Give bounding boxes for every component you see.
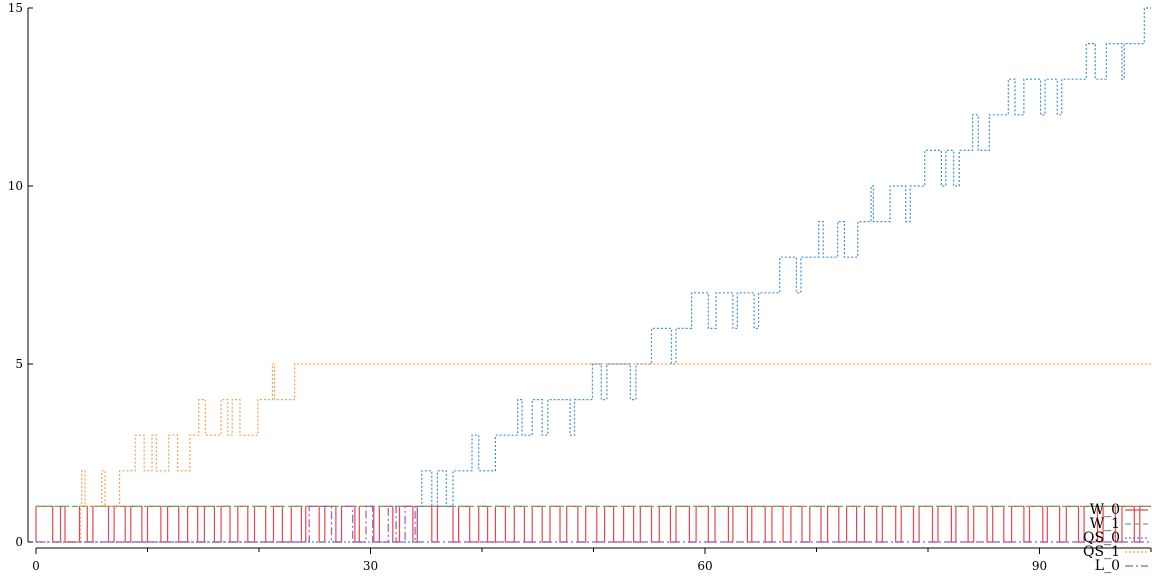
y-tick-label: 15: [8, 1, 23, 15]
legend-label: QS_0: [1083, 530, 1120, 546]
legend-label: W_1: [1090, 516, 1120, 532]
series-line-qs-0: [36, 7, 1151, 543]
legend: W_0W_1QS_0QS_1L_0: [1083, 502, 1148, 574]
legend-label: W_0: [1090, 502, 1120, 518]
axes: 0 30 60 90 0 5 10 15: [8, 1, 1152, 573]
series-line-w-0: [35, 505, 1151, 543]
x-tick-label: 90: [1032, 559, 1047, 573]
x-tick-label: 60: [697, 559, 712, 573]
y-tick-label: 5: [15, 357, 23, 371]
legend-label: L_0: [1095, 558, 1120, 574]
x-tick-label: 0: [32, 559, 40, 573]
y-tick-label: 10: [8, 179, 23, 193]
plot-area: [35, 7, 1151, 543]
x-tick-label: 30: [363, 559, 378, 573]
y-tick-label: 0: [15, 535, 23, 549]
legend-label: QS_1: [1083, 544, 1120, 560]
series-line-qs-1: [36, 363, 1151, 543]
series-line-l-0: [36, 505, 1151, 543]
